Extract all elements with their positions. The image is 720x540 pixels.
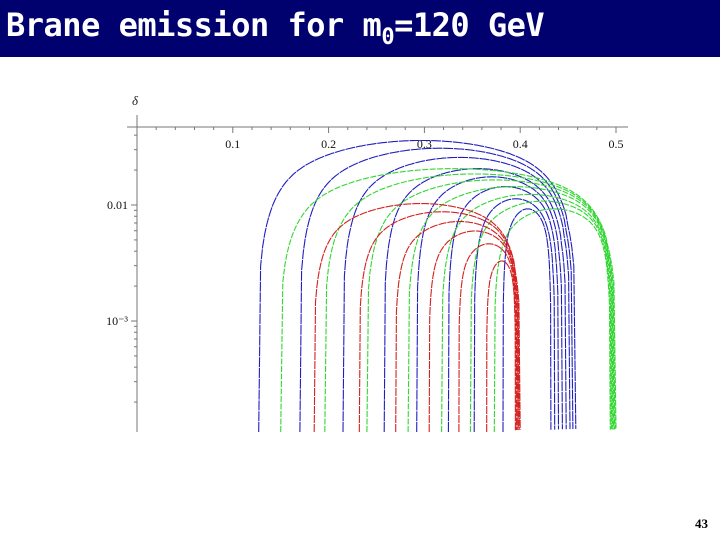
y-axis-label: δ — [132, 93, 139, 108]
x-tick-label: 0.1 — [225, 137, 240, 151]
red-curve-17 — [395, 220, 519, 433]
green-curve-10 — [366, 179, 615, 433]
green-curve-11 — [407, 186, 614, 433]
red-curve-20 — [486, 260, 516, 433]
x-tick-label: 0.2 — [321, 137, 336, 151]
x-tick-label: 0.4 — [513, 137, 528, 151]
blue-curve-7 — [502, 208, 552, 433]
red-curve-16 — [358, 211, 520, 433]
red-curve-18 — [428, 230, 518, 433]
green-curve-13 — [469, 200, 612, 433]
slide-title: Brane emission for m0=120 GeV — [6, 6, 545, 50]
title-subscript: 0 — [381, 25, 395, 50]
green-curve-12 — [441, 193, 613, 433]
green-curve-14 — [493, 208, 611, 433]
x-tick-label: 0.5 — [609, 137, 624, 151]
blue-curve-2 — [342, 156, 571, 433]
y-tick-label: 0.01 — [107, 198, 128, 212]
green-curve-9 — [324, 173, 616, 433]
red-curve-15 — [313, 203, 521, 433]
blue-curve-0 — [258, 139, 577, 433]
green-curve-8 — [280, 168, 617, 433]
blue-curve-6 — [473, 198, 556, 433]
curves — [258, 139, 617, 433]
red-curve-19 — [458, 243, 517, 433]
title-bar: Brane emission for m0=120 GeV — [0, 0, 720, 57]
blue-curve-1 — [299, 147, 574, 433]
blue-curve-4 — [416, 176, 563, 433]
y-tick-label: 10⁻³ — [106, 314, 128, 328]
page-number: 43 — [695, 516, 708, 531]
